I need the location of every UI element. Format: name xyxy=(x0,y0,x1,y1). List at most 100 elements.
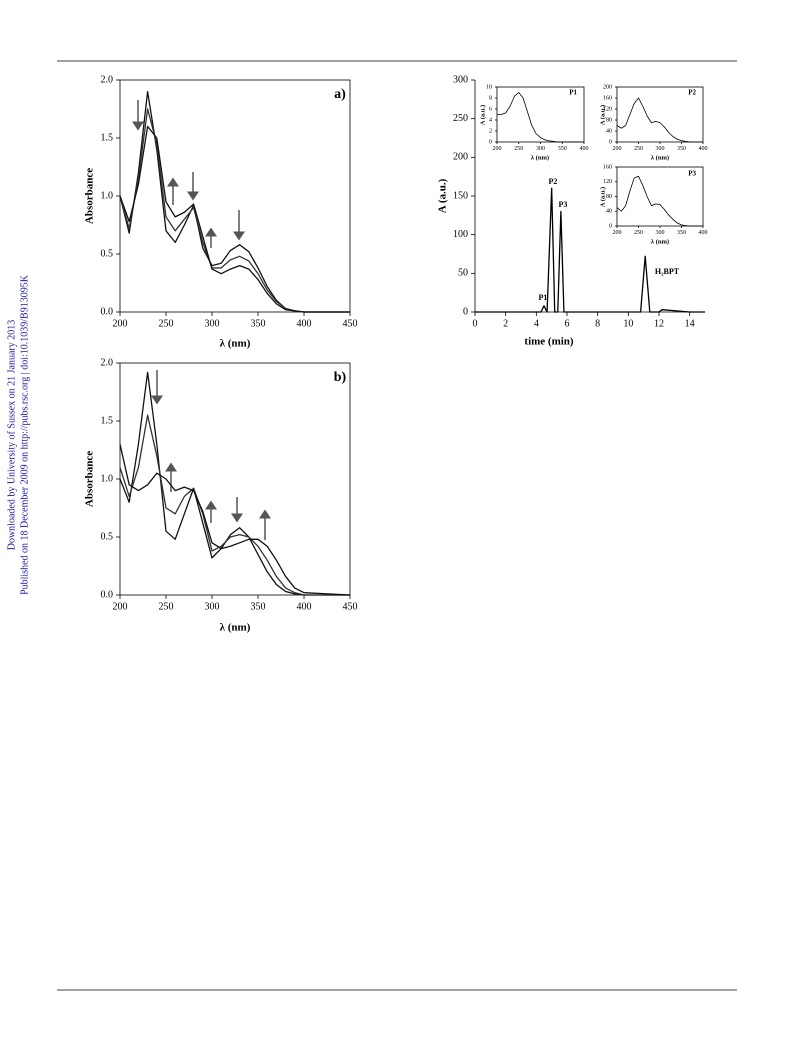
y-tick-label: 120 xyxy=(603,179,612,185)
y-tick-label: 2 xyxy=(489,128,492,134)
x-tick-label: 250 xyxy=(159,601,174,612)
x-tick-label: 300 xyxy=(536,146,545,152)
spectrum-line xyxy=(475,187,705,313)
x-tick-label: 4 xyxy=(534,318,539,329)
plot-frame xyxy=(119,79,351,313)
watermark: Downloaded by University of Sussex on 21… xyxy=(6,320,17,551)
peak-label: P2 xyxy=(549,177,558,186)
y-tick-label: 40 xyxy=(606,128,612,134)
peak-label: P1 xyxy=(539,293,548,302)
x-tick-label: 400 xyxy=(580,146,589,152)
x-tick-label: 200 xyxy=(493,146,502,152)
y-tick-label: 250 xyxy=(453,113,468,124)
x-tick-label: 250 xyxy=(514,146,523,152)
panel-label: b) xyxy=(334,370,347,385)
x-tick-label: 350 xyxy=(677,230,686,236)
spectrum-line xyxy=(119,90,350,313)
y-axis-title: A (a.u.) xyxy=(479,105,486,125)
x-tick-label: 6 xyxy=(565,318,570,329)
y-axis-title: Absorbance xyxy=(84,168,96,224)
y-tick-label: 200 xyxy=(453,152,468,163)
y-tick-label: 120 xyxy=(603,106,612,112)
y-axis-title: A (a.u.) xyxy=(599,105,606,125)
x-tick-label: 300 xyxy=(656,230,665,236)
y-tick-label: 160 xyxy=(603,164,612,170)
y-tick-label: 0 xyxy=(609,139,612,145)
y-tick-label: 160 xyxy=(603,95,612,101)
spectrum-line xyxy=(119,108,350,313)
x-tick-label: 250 xyxy=(159,318,174,329)
x-tick-label: 8 xyxy=(595,318,600,329)
x-tick-label: 400 xyxy=(297,318,312,329)
y-tick-label: 0 xyxy=(609,223,612,229)
peak-label: P3 xyxy=(559,200,568,209)
y-tick-label: 1.0 xyxy=(101,473,114,484)
y-tick-label: 6 xyxy=(489,106,492,112)
x-axis-title: λ (nm) xyxy=(651,154,669,161)
x-tick-label: 0 xyxy=(473,318,478,329)
trend-arrows xyxy=(132,100,271,540)
x-tick-label: 250 xyxy=(634,146,643,152)
inset-title: P1 xyxy=(569,89,577,97)
panel-label: a) xyxy=(334,87,346,102)
x-tick-label: 14 xyxy=(685,318,695,329)
spectrum-line xyxy=(497,92,584,143)
spectrum-line xyxy=(616,97,703,143)
spectrum-line xyxy=(119,125,350,313)
x-tick-label: 300 xyxy=(656,146,665,152)
plot-frame xyxy=(119,362,351,596)
y-tick-label: 2.0 xyxy=(101,357,114,368)
y-tick-label: 2.0 xyxy=(101,74,114,85)
y-tick-label: 0.0 xyxy=(101,589,114,600)
y-tick-label: 40 xyxy=(606,209,612,215)
x-tick-label: 250 xyxy=(634,230,643,236)
x-tick-label: 200 xyxy=(613,230,622,236)
x-axis-title: λ (nm) xyxy=(531,154,549,161)
x-tick-label: 12 xyxy=(654,318,664,329)
x-axis-title: time (min) xyxy=(524,336,574,348)
x-axis-title: λ (nm) xyxy=(220,338,251,350)
spectrum-line xyxy=(119,444,351,596)
x-tick-label: 450 xyxy=(343,318,358,329)
x-tick-label: 200 xyxy=(113,601,128,612)
y-tick-label: 1.5 xyxy=(101,132,114,143)
watermark: Published on 18 December 2009 on http://… xyxy=(19,274,30,595)
x-tick-label: 350 xyxy=(677,146,686,152)
x-axis-title: λ (nm) xyxy=(651,238,669,245)
y-tick-label: 50 xyxy=(458,268,468,279)
x-tick-label: 200 xyxy=(613,146,622,152)
y-tick-label: 10 xyxy=(486,84,492,90)
x-tick-label: 300 xyxy=(205,318,220,329)
x-tick-label: 10 xyxy=(623,318,633,329)
x-tick-label: 350 xyxy=(558,146,567,152)
x-tick-label: 400 xyxy=(699,146,708,152)
inset-title: P2 xyxy=(688,89,696,97)
x-tick-label: 300 xyxy=(205,601,220,612)
spectrum-line xyxy=(119,371,350,596)
peak-label: H₂BPT xyxy=(655,267,680,276)
y-tick-label: 80 xyxy=(606,194,612,200)
y-axis-title: A (a.u.) xyxy=(599,187,606,207)
y-tick-label: 200 xyxy=(603,84,612,90)
x-tick-label: 350 xyxy=(251,318,266,329)
x-tick-label: 2 xyxy=(503,318,508,329)
y-tick-label: 0.0 xyxy=(101,306,114,317)
y-tick-label: 0 xyxy=(463,306,468,317)
x-tick-label: 400 xyxy=(297,601,312,612)
y-tick-label: 1.0 xyxy=(101,190,114,201)
y-tick-label: 150 xyxy=(453,190,468,201)
y-tick-label: 0 xyxy=(489,139,492,145)
y-tick-label: 300 xyxy=(453,74,468,85)
x-axis-title: λ (nm) xyxy=(220,622,251,634)
x-tick-label: 400 xyxy=(699,230,708,236)
y-tick-label: 100 xyxy=(453,229,468,240)
y-tick-label: 4 xyxy=(489,117,492,123)
spectrum-line xyxy=(119,414,350,596)
x-tick-label: 200 xyxy=(113,318,128,329)
y-axis-title: A (a.u.) xyxy=(437,178,449,213)
y-axis-title: Absorbance xyxy=(84,451,96,507)
y-tick-label: 8 xyxy=(489,95,492,101)
y-tick-label: 1.5 xyxy=(101,415,114,426)
inset-title: P3 xyxy=(688,170,696,178)
